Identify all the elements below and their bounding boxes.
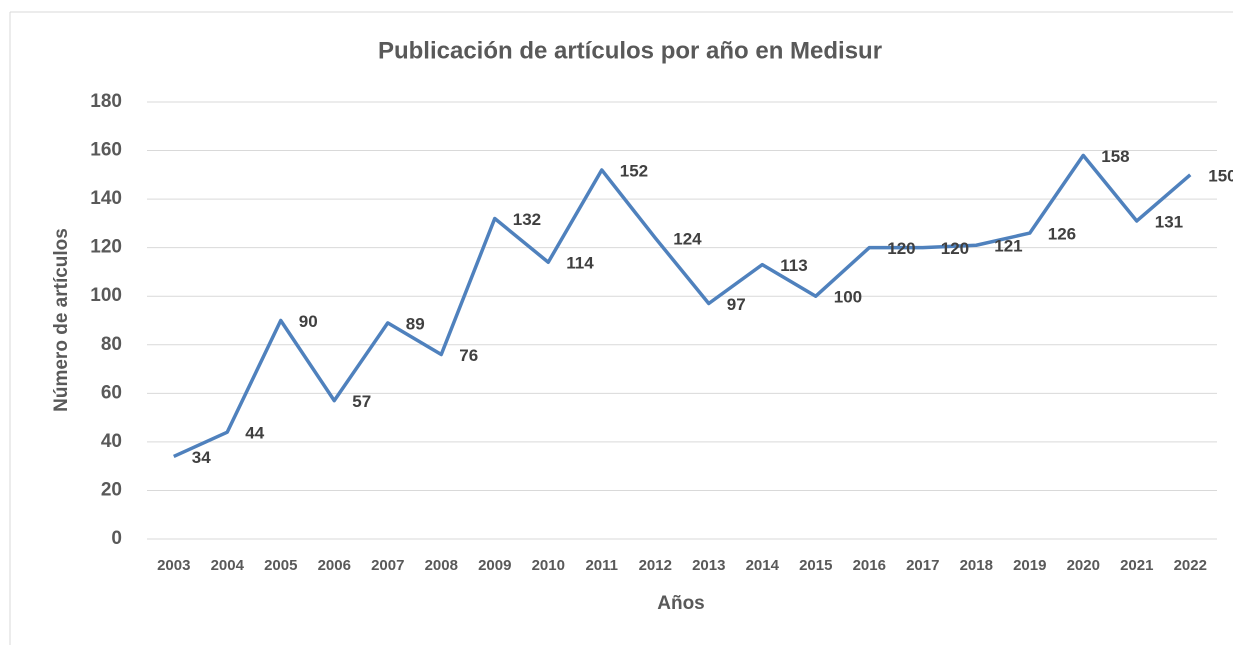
y-tick-label: 180 bbox=[90, 91, 122, 112]
x-tick-label: 2011 bbox=[585, 557, 618, 574]
x-tick-label: 2013 bbox=[692, 557, 725, 574]
x-tick-label: 2014 bbox=[746, 557, 780, 574]
y-tick-label: 100 bbox=[90, 285, 122, 306]
x-tick-label: 2015 bbox=[799, 557, 832, 574]
x-tick-label: 2008 bbox=[425, 557, 458, 574]
x-tick-label: 2016 bbox=[853, 557, 886, 574]
data-label: 126 bbox=[1048, 225, 1076, 244]
data-label: 44 bbox=[245, 424, 264, 443]
x-tick-label: 2005 bbox=[264, 557, 297, 574]
data-label: 132 bbox=[513, 210, 541, 229]
y-tick-label: 0 bbox=[111, 528, 122, 549]
x-axis-label: Años bbox=[657, 593, 705, 614]
data-label: 34 bbox=[192, 448, 211, 467]
data-label: 158 bbox=[1101, 147, 1129, 166]
data-label: 131 bbox=[1155, 212, 1183, 231]
data-label: 121 bbox=[994, 237, 1022, 256]
x-tick-label: 2020 bbox=[1067, 557, 1100, 574]
x-tick-label: 2019 bbox=[1013, 557, 1046, 574]
x-tick-label: 2022 bbox=[1174, 557, 1207, 574]
y-axis-label: Número de artículos bbox=[51, 228, 72, 412]
data-label: 90 bbox=[299, 312, 318, 331]
y-tick-label: 20 bbox=[101, 479, 122, 500]
data-label: 89 bbox=[406, 314, 425, 333]
data-label: 124 bbox=[673, 229, 702, 248]
data-label: 152 bbox=[620, 161, 648, 180]
data-label: 114 bbox=[566, 254, 594, 273]
x-tick-label: 2012 bbox=[639, 557, 672, 574]
x-tick-label: 2017 bbox=[906, 557, 939, 574]
data-label: 120 bbox=[887, 239, 915, 258]
x-tick-label: 2004 bbox=[211, 557, 245, 574]
data-label: 57 bbox=[352, 392, 371, 411]
y-tick-label: 40 bbox=[101, 431, 122, 452]
y-tick-label: 60 bbox=[101, 382, 122, 403]
y-tick-label: 80 bbox=[101, 334, 122, 355]
x-tick-label: 2009 bbox=[478, 557, 511, 574]
x-tick-label: 2007 bbox=[371, 557, 404, 574]
x-tick-label: 2021 bbox=[1120, 557, 1153, 574]
data-label: 150 bbox=[1208, 166, 1233, 185]
data-label: 76 bbox=[459, 346, 478, 365]
data-label: 100 bbox=[834, 288, 862, 307]
x-tick-label: 2010 bbox=[532, 557, 565, 574]
y-tick-label: 140 bbox=[90, 188, 122, 209]
data-label: 97 bbox=[727, 295, 746, 314]
x-tick-label: 2003 bbox=[157, 557, 190, 574]
x-tick-label: 2006 bbox=[318, 557, 351, 574]
line bbox=[173, 153, 1192, 459]
y-tick-label: 160 bbox=[90, 140, 122, 161]
chart-title: Publicación de artículos por año en Medi… bbox=[378, 37, 882, 64]
data-label: 113 bbox=[780, 256, 807, 275]
data-label: 120 bbox=[941, 239, 969, 258]
x-tick-label: 2018 bbox=[960, 557, 993, 574]
y-tick-label: 120 bbox=[90, 237, 122, 258]
